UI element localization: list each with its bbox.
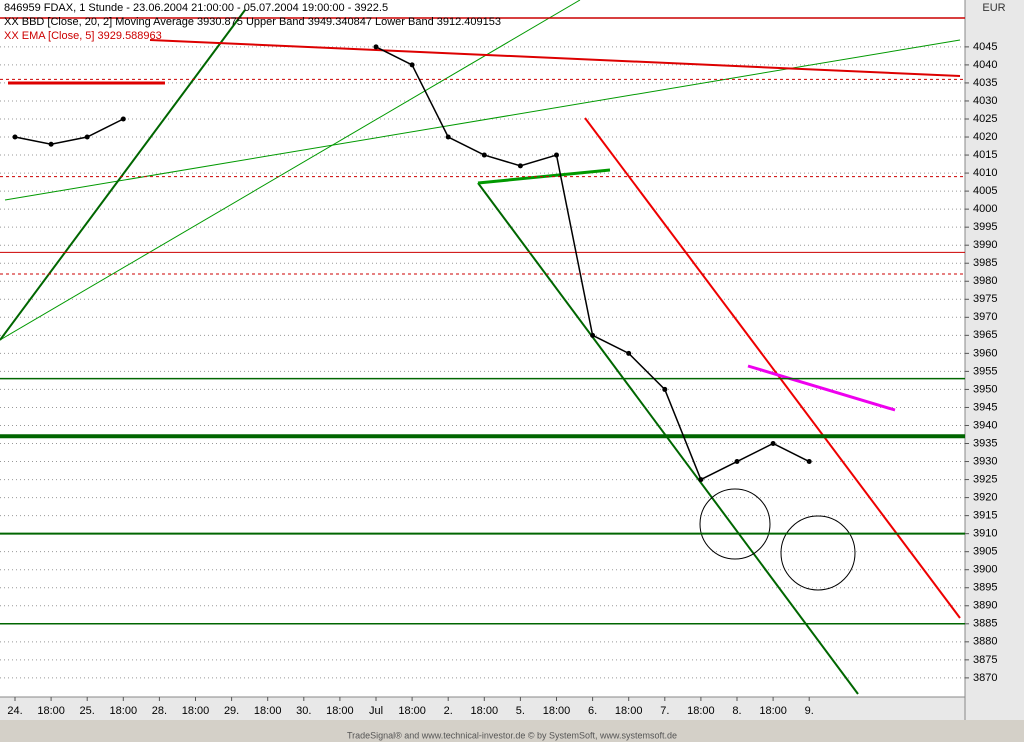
trend-line <box>747 364 896 412</box>
y-tick-label: 4000 <box>973 203 997 215</box>
y-tick-label: 3905 <box>973 546 997 558</box>
trend-line <box>4 39 961 201</box>
legend-line: XX BBD [Close, 20, 2] Moving Average 393… <box>4 16 501 28</box>
price-point <box>481 152 487 158</box>
y-tick-label: 3935 <box>973 437 997 449</box>
y-tick-label: 3900 <box>973 564 997 576</box>
price-point <box>626 350 632 356</box>
x-tick-label: 8. <box>732 705 741 717</box>
y-tick-label: 4010 <box>973 167 997 179</box>
price-point <box>590 332 596 338</box>
y-axis-panel <box>965 0 1024 742</box>
trend-line <box>0 9 246 341</box>
x-tick-label: 30. <box>296 705 311 717</box>
price-point <box>120 116 126 122</box>
y-tick-label: 3890 <box>973 600 997 612</box>
x-tick-label: 18:00 <box>182 705 210 717</box>
x-tick-label: 29. <box>224 705 239 717</box>
y-tick-label: 3950 <box>973 383 997 395</box>
x-tick-label: 18:00 <box>110 705 138 717</box>
chart-title: 846959 FDAX, 1 Stunde - 23.06.2004 21:00… <box>4 2 388 14</box>
y-tick-label: 3930 <box>973 455 997 467</box>
y-tick-label: 4045 <box>973 41 997 53</box>
price-point <box>84 134 90 140</box>
trend-line <box>584 117 961 619</box>
price-point <box>554 152 559 158</box>
y-tick-label: 3995 <box>973 221 997 233</box>
x-tick-label: 6. <box>588 705 597 717</box>
x-tick-label: 28. <box>152 705 167 717</box>
trend-line <box>477 182 859 695</box>
y-tick-label: 3895 <box>973 582 997 594</box>
price-point <box>770 441 776 447</box>
marker-circle <box>699 488 771 560</box>
price-point <box>734 459 740 465</box>
y-tick-label: 3960 <box>973 347 997 359</box>
price-point <box>12 134 18 140</box>
price-point <box>806 459 812 465</box>
price-point <box>445 134 451 140</box>
x-tick-label: 18:00 <box>254 705 282 717</box>
x-tick-label: 25. <box>80 705 95 717</box>
trend-line <box>477 168 611 185</box>
x-tick-label: 18:00 <box>326 705 354 717</box>
price-point <box>409 62 415 68</box>
x-tick-label: 18:00 <box>615 705 643 717</box>
y-tick-label: 3945 <box>973 401 997 413</box>
y-tick-label: 4035 <box>973 77 997 89</box>
trend-line <box>0 0 581 341</box>
x-tick-label: 2. <box>444 705 453 717</box>
y-tick-label: 3955 <box>973 365 997 377</box>
y-tick-label: 4030 <box>973 95 997 107</box>
price-point <box>373 44 379 50</box>
price-point <box>48 141 54 147</box>
price-point <box>698 477 704 483</box>
y-tick-label: 3870 <box>973 672 997 684</box>
x-tick-label: 18:00 <box>759 705 787 717</box>
y-tick-label: 3920 <box>973 492 997 504</box>
footer: TradeSignal® and www.technical-investor.… <box>347 730 677 740</box>
y-tick-label: 4020 <box>973 131 997 143</box>
x-tick-label: 18:00 <box>687 705 715 717</box>
y-tick-label: 3915 <box>973 510 997 522</box>
legend-line: XX EMA [Close, 5] 3929.588963 <box>4 30 162 42</box>
x-tick-label: 18:00 <box>471 705 499 717</box>
x-tick-label: 5. <box>516 705 525 717</box>
price-point <box>662 386 668 392</box>
x-tick-label: Jul <box>369 705 383 717</box>
y-tick-label: 3880 <box>973 636 997 648</box>
x-tick-label: 24. <box>7 705 22 717</box>
marker-circle <box>780 515 856 591</box>
x-tick-label: 9. <box>805 705 814 717</box>
x-tick-label: 18:00 <box>543 705 571 717</box>
y-tick-label: 4040 <box>973 59 997 71</box>
trend-line <box>149 39 961 77</box>
x-tick-label: 7. <box>660 705 669 717</box>
y-tick-label: 4005 <box>973 185 997 197</box>
y-tick-label: 4025 <box>973 113 997 125</box>
y-tick-label: 3885 <box>973 618 997 630</box>
y-tick-label: 4015 <box>973 149 997 161</box>
y-tick-label: 3925 <box>973 473 997 485</box>
x-tick-label: 18:00 <box>37 705 65 717</box>
y-tick-label: 3985 <box>973 257 997 269</box>
price-point <box>517 163 523 169</box>
y-tick-label: 3910 <box>973 528 997 540</box>
plot-area <box>0 0 965 695</box>
y-tick-label: 3975 <box>973 293 997 305</box>
unit-label: EUR <box>982 2 1005 14</box>
y-tick-label: 3940 <box>973 419 997 431</box>
footer-bar <box>0 720 1024 742</box>
y-tick-label: 3965 <box>973 329 997 341</box>
y-tick-label: 3875 <box>973 654 997 666</box>
y-tick-label: 3990 <box>973 239 997 251</box>
y-tick-label: 3970 <box>973 311 997 323</box>
x-tick-label: 18:00 <box>398 705 426 717</box>
y-tick-label: 3980 <box>973 275 997 287</box>
